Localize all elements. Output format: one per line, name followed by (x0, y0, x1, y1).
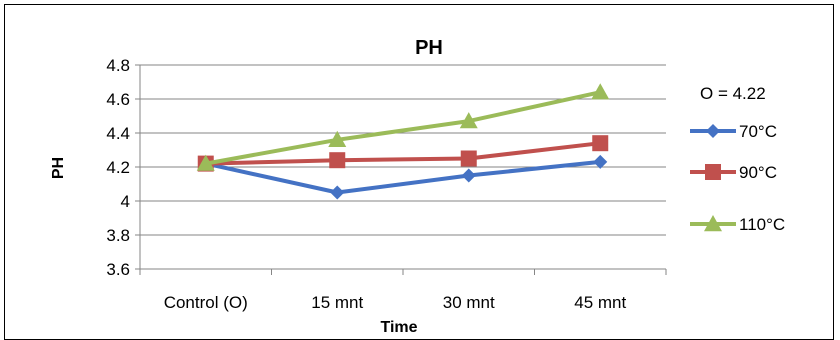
x-tick-label: Control (O) (164, 293, 248, 312)
data-point (329, 152, 346, 169)
x-tick-label: 15 mnt (311, 293, 363, 312)
legend-item: 70°C (690, 122, 777, 141)
grid-lines (140, 64, 666, 236)
data-point (461, 168, 476, 183)
legend-marker (704, 215, 722, 232)
x-tick-label: 45 mnt (574, 293, 626, 312)
data-point (460, 150, 477, 167)
series-2 (196, 83, 610, 171)
legend-item: 90°C (690, 163, 777, 182)
axes (135, 64, 667, 275)
y-axis-title: PH (50, 157, 67, 179)
y-tick-label: 4.2 (106, 158, 130, 177)
x-tick-label: 30 mnt (443, 293, 495, 312)
data-point (196, 154, 215, 171)
legend-note: O = 4.22 (700, 84, 766, 103)
x-axis-title: Time (380, 319, 417, 336)
chart-title: PH (415, 37, 443, 59)
y-tick-label: 3.6 (106, 260, 130, 279)
data-point (328, 130, 347, 147)
data-point (330, 185, 345, 200)
y-tick-label: 3.8 (106, 226, 130, 245)
legend-label: 110°C (739, 215, 785, 234)
data-point (591, 83, 610, 100)
series-line (205, 141, 601, 166)
legend-marker (705, 164, 721, 180)
data-point (592, 135, 609, 152)
data-point (593, 154, 608, 169)
series-line (205, 159, 601, 195)
y-tick-label: 4.4 (106, 124, 130, 143)
series-1 (197, 135, 609, 172)
legend: O = 4.22 70°C 90°C 110°C (690, 84, 785, 234)
legend-label: 90°C (739, 163, 777, 182)
y-tick-label: 4.6 (106, 90, 130, 109)
y-tick-label: 4.8 (106, 56, 130, 75)
tick-labels: 3.6 3.8 4 4.2 4.4 4.6 4.8 Control (O) 15 mnt 30 m… (106, 56, 626, 312)
series-line (205, 90, 601, 166)
legend-marker (706, 124, 720, 138)
series-lines (196, 83, 610, 200)
legend-label: 70°C (739, 122, 777, 141)
y-tick-label: 4 (121, 192, 130, 211)
legend-item: 110°C (690, 215, 785, 234)
data-point (459, 112, 478, 129)
